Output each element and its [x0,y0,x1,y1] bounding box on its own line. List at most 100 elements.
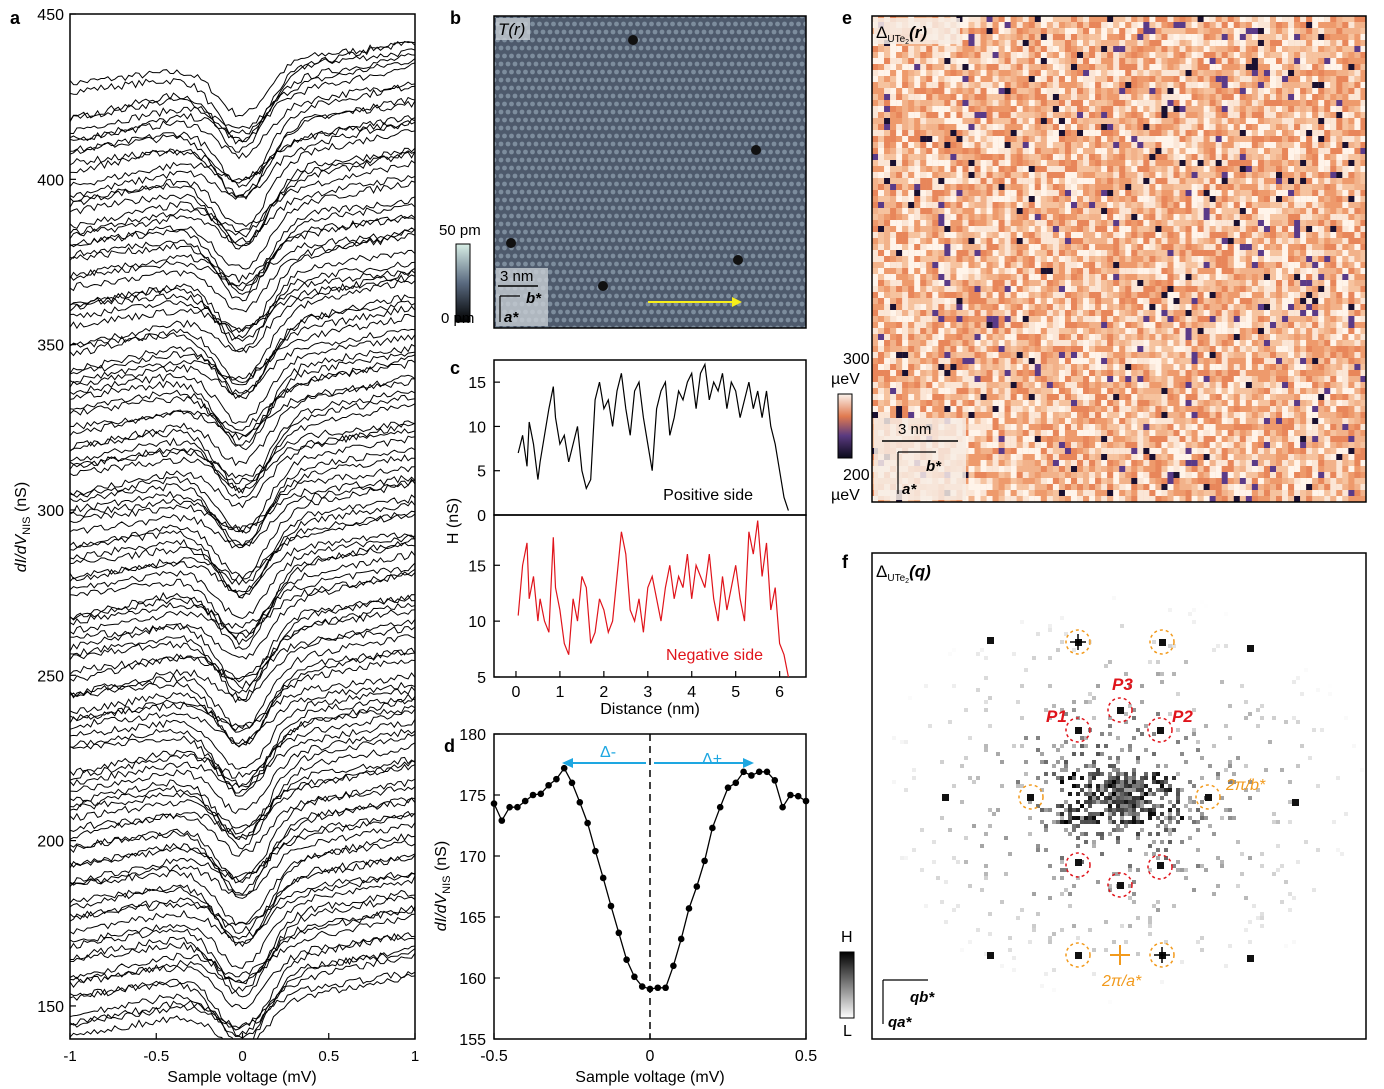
gapmap-pixel [1040,40,1047,47]
gapmap-pixel [1022,172,1029,179]
lattice-atom [610,253,616,259]
gapmap-pixel [1312,34,1319,41]
gapmap-pixel [932,166,939,173]
gapmap-pixel [1227,118,1234,125]
lattice-atom [589,221,595,227]
gapmap-pixel [1058,100,1066,107]
gapmap-pixel [914,178,921,185]
lattice-atom [638,93,644,99]
lattice-atom [789,245,794,251]
lattice-atom [593,149,598,155]
lattice-atom [677,53,682,59]
gapmap-pixel [950,46,957,53]
gapmap-pixel [1257,46,1265,53]
gapmap-pixel [1221,178,1228,185]
gapmap-pixel [1137,154,1144,161]
gapmap-pixel [974,40,981,47]
lattice-atom [673,157,679,163]
gapmap-pixel [950,154,957,161]
gapmap-pixel [896,106,903,113]
lattice-atom [516,69,521,75]
lattice-atom [575,237,581,243]
gapmap-pixel [1354,76,1361,83]
gapmap-pixel [1131,208,1138,215]
gapmap-pixel [1077,166,1084,173]
gapmap-pixel [992,100,999,107]
lattice-atom [502,197,507,203]
gapmap-pixel [902,214,909,221]
gapmap-pixel [962,184,969,191]
lattice-atom [568,317,574,323]
spectrum-trace [70,53,415,145]
lattice-atom [799,109,805,115]
gapmap-pixel [1336,142,1343,149]
lattice-atom [740,293,745,299]
gapmap-pixel [890,88,897,95]
gapmap-pixel [1276,64,1283,71]
gapmap-pixel [1137,166,1144,173]
lattice-atom [736,45,742,51]
lattice-atom [589,301,595,307]
gapmap-pixel [1137,214,1144,221]
gapmap-pixel [974,214,981,221]
gapmap-pixel [902,58,909,65]
lattice-atom [558,53,563,59]
gapmap-pixel [1354,16,1361,23]
data-point [490,800,498,807]
gapmap-pixel [1239,64,1246,71]
gapmap-pixel [908,118,915,125]
lattice-atom [596,253,602,259]
gapmap-pixel [1239,106,1246,113]
gapmap-pixel [1288,94,1295,101]
gap-plus-arrowhead [743,758,754,768]
lattice-atom [603,77,609,83]
lattice-atom [659,109,665,115]
lattice-atom [652,45,658,51]
lattice-atom [789,293,794,299]
lattice-atom [509,181,514,187]
gapmap-pixel [1077,136,1084,143]
lattice-atom [659,157,665,163]
gapmap-pixel [1010,130,1017,137]
gapmap-pixel [1052,34,1059,41]
gapmap-pixel [1101,160,1108,167]
lattice-atom [593,309,598,315]
gapmap-pixel [1269,70,1277,77]
lattice-atom [736,61,742,67]
gapmap-pixel [1282,34,1289,41]
lattice-atom [638,45,644,51]
gapmap-pixel [920,166,927,173]
gapmap-pixel [1083,82,1090,89]
lattice-atom [617,269,623,275]
gapmap-pixel [1095,136,1102,143]
gapmap-pixel [962,28,969,35]
gapmap-pixel [896,220,903,227]
gapmap-pixel [1251,172,1258,179]
lattice-atom [579,53,584,59]
gapmap-pixel [1221,16,1228,23]
lattice-atom [631,269,637,275]
gapmap-pixel [980,34,987,41]
gapmap-pixel [986,16,993,23]
gapmap-pixel [938,46,945,53]
lattice-atom [495,245,500,251]
lattice-atom [705,213,710,219]
lattice-atom [715,45,721,51]
gapmap-pixel [1070,166,1078,173]
lattice-atom [659,317,665,323]
gapmap-pixel [1058,136,1066,143]
gapmap-pixel [950,112,957,119]
gapmap-pixel [914,58,921,65]
lattice-atom [754,85,759,91]
lattice-atom [621,133,626,139]
gapmap-pixel [1149,16,1156,23]
gapmap-pixel [1245,94,1252,101]
gapmap-pixel [1227,76,1234,83]
gapmap-pixel [1251,58,1258,65]
lattice-atom [635,197,640,203]
spectrum-trace [70,261,415,342]
gapmap-pixel [1342,16,1349,23]
gapmap-pixel [986,22,993,29]
lattice-atom [596,269,602,275]
gapmap-pixel [1215,118,1222,125]
